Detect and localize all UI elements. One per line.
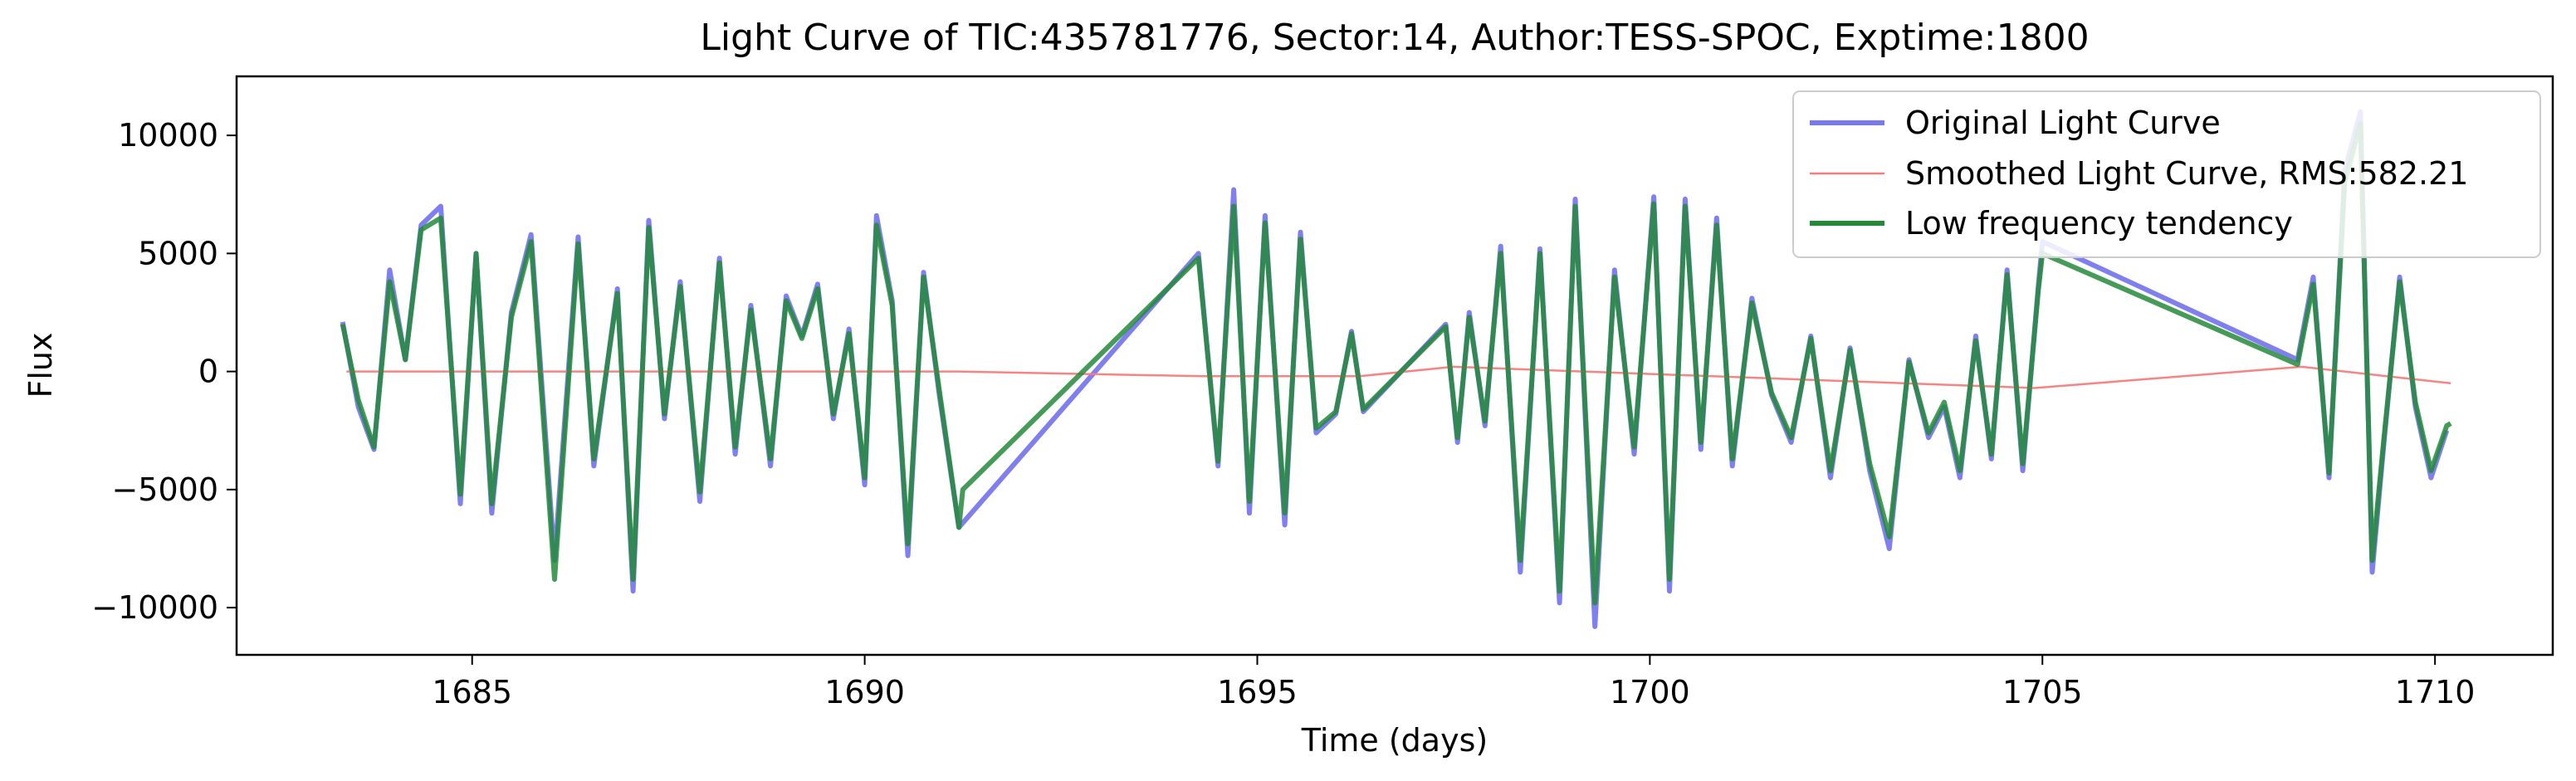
x-tick-label: 1695 — [1217, 674, 1298, 710]
y-axis-label: Flux — [22, 333, 59, 398]
y-axis: −10000 −5000 0 5000 10000 — [91, 117, 237, 626]
legend: Original Light Curve Smoothed Light Curv… — [1792, 90, 2541, 258]
chart-title: Light Curve of TIC:435781776, Sector:14,… — [700, 17, 2089, 59]
x-tick-label: 1690 — [824, 674, 905, 710]
legend-label-original: Original Light Curve — [1905, 105, 2221, 141]
y-tick-label: 5000 — [138, 235, 218, 271]
low-frequency-tendency-line — [340, 120, 2452, 606]
x-axis-label: Time (days) — [1301, 722, 1488, 759]
y-tick-label: −10000 — [91, 589, 218, 626]
x-tick-label: 1710 — [2395, 674, 2476, 710]
legend-label-smoothed: Smoothed Light Curve, RMS:582.21 — [1905, 155, 2468, 192]
smoothed-light-curve-line — [346, 365, 2451, 389]
y-tick-label: 10000 — [118, 117, 218, 154]
y-tick-label: −5000 — [111, 471, 218, 508]
x-tick-label: 1700 — [1610, 674, 1690, 710]
x-axis: 1685 1690 1695 1700 1705 1710 — [432, 655, 2475, 710]
x-tick-label: 1685 — [432, 674, 512, 710]
legend-frame — [1792, 90, 2541, 258]
plot-area — [340, 109, 2452, 629]
x-tick-label: 1705 — [2002, 674, 2083, 710]
axes-frame — [235, 75, 2554, 657]
legend-label-low-frequency: Low frequency tendency — [1905, 205, 2293, 242]
y-tick-label: 0 — [198, 354, 218, 390]
